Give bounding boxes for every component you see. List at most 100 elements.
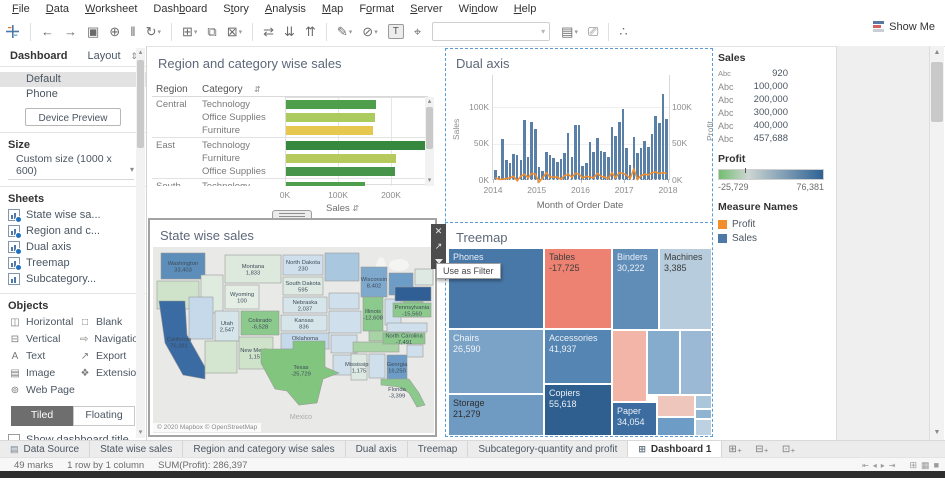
- sheet-list-item[interactable]: Dual axis: [0, 239, 146, 255]
- text-label-icon[interactable]: T: [383, 22, 409, 41]
- new-data-source-icon[interactable]: ⊕: [104, 22, 125, 42]
- show-mark-labels-icon[interactable]: ▤▾: [556, 22, 583, 42]
- object-item-horizontal[interactable]: ◫Horizontal: [8, 314, 78, 330]
- presentation-mode-icon[interactable]: ⎚: [583, 22, 603, 42]
- sales-legend-item[interactable]: Abc920: [718, 67, 836, 80]
- y-axis-label-sales[interactable]: Sales: [451, 119, 461, 140]
- sheet-tab-dual-axis[interactable]: Dual axis: [346, 441, 408, 458]
- sales-legend-item[interactable]: Abc457,688: [718, 132, 836, 145]
- x-axis-label[interactable]: Sales ⇵: [326, 203, 359, 214]
- bar[interactable]: [286, 182, 365, 186]
- treemap-cell[interactable]: [695, 395, 712, 409]
- tab-layout[interactable]: Layout: [77, 47, 130, 65]
- treemap-cell-tables[interactable]: Tables-17,725: [544, 248, 612, 329]
- object-item-image[interactable]: ▤Image: [8, 365, 78, 381]
- measure-name-item[interactable]: Profit: [718, 217, 836, 231]
- state-alabama[interactable]: [369, 354, 385, 378]
- state-iowa[interactable]: [329, 293, 359, 309]
- state-minnesota[interactable]: [325, 253, 359, 281]
- y-axis-label-profit[interactable]: Profit: [705, 121, 715, 141]
- menu-story[interactable]: Story: [215, 2, 257, 16]
- share-icon[interactable]: ∴: [614, 22, 632, 42]
- sheet-tab-region-and-category-wise-sales[interactable]: Region and category wise sales: [183, 441, 345, 458]
- bar[interactable]: [286, 167, 395, 176]
- sort-descending-icon[interactable]: ⇈: [300, 22, 321, 42]
- us-map[interactable]: Washington33,403Montana1,833North Dakota…: [153, 247, 434, 433]
- sales-legend-item[interactable]: Abc300,000: [718, 106, 836, 119]
- redo-icon[interactable]: →: [59, 22, 82, 41]
- sales-legend-item[interactable]: Abc200,000: [718, 93, 836, 106]
- size-dropdown[interactable]: Custom size (1000 x 600) ▾: [8, 153, 134, 180]
- new-story-button[interactable]: ⊡₊: [776, 441, 803, 458]
- fix-axes-icon[interactable]: ⌖: [409, 22, 426, 42]
- treemap-cell-chairs[interactable]: Chairs26,590: [448, 329, 544, 394]
- bar[interactable]: [286, 126, 373, 135]
- menu-window[interactable]: Window: [451, 2, 506, 16]
- next-page-icon[interactable]: ▸: [881, 461, 885, 470]
- sheet-tab-state-wise-sales[interactable]: State wise sales: [90, 441, 183, 458]
- dashboard-scrollbar[interactable]: ▲ ▼: [929, 46, 944, 440]
- treemap-cell[interactable]: [647, 330, 680, 395]
- object-item-vertical[interactable]: ⊟Vertical: [8, 331, 78, 347]
- sheet-list-item[interactable]: Treemap: [0, 255, 146, 271]
- bar[interactable]: [286, 113, 375, 122]
- device-item-default[interactable]: Default: [0, 72, 146, 87]
- sort-ascending-icon[interactable]: ⇊: [279, 22, 300, 42]
- go-to-sheet-icon[interactable]: ↗: [431, 239, 446, 254]
- sort-icon[interactable]: ⇵: [254, 85, 261, 94]
- menu-worksheet[interactable]: Worksheet: [77, 2, 145, 16]
- treemap-cell[interactable]: [657, 395, 695, 417]
- state-new-england[interactable]: [415, 269, 433, 285]
- chart-scrollbar[interactable]: ▴▾: [425, 97, 434, 186]
- save-icon[interactable]: ▣: [82, 22, 104, 42]
- remove-sheet-icon[interactable]: ✕: [431, 224, 446, 239]
- sheet-tab-dashboard-1[interactable]: ⊞Dashboard 1: [628, 441, 722, 458]
- new-worksheet-icon[interactable]: ⊞▾: [177, 22, 202, 42]
- treemap-cell[interactable]: [680, 330, 712, 395]
- treemap-cell[interactable]: [695, 409, 712, 419]
- menu-format[interactable]: Format: [351, 2, 402, 16]
- treemap-cell-storage[interactable]: Storage21,279: [448, 394, 544, 436]
- state-arizona[interactable]: [205, 341, 237, 373]
- sales-legend-item[interactable]: Abc100,000: [718, 80, 836, 93]
- menu-data[interactable]: Data: [38, 2, 77, 16]
- treemap-cell[interactable]: [695, 419, 712, 436]
- state-new-york[interactable]: [395, 287, 431, 301]
- first-page-icon[interactable]: ⇤: [862, 461, 869, 470]
- sheet-tab-treemap[interactable]: Treemap: [408, 441, 469, 458]
- menu-analysis[interactable]: Analysis: [257, 2, 314, 16]
- object-item-blank[interactable]: □Blank: [78, 314, 144, 330]
- pause-auto-updates-icon[interactable]: ‖: [125, 22, 140, 41]
- treemap-cell-machines[interactable]: Machines3,385: [659, 248, 712, 330]
- treemap-cell[interactable]: [657, 417, 695, 436]
- menu-file[interactable]: File: [4, 2, 38, 16]
- state-virginia[interactable]: [387, 323, 427, 332]
- device-item-phone[interactable]: Phone: [0, 87, 146, 102]
- new-dashboard-button[interactable]: ⊟₊: [749, 441, 776, 458]
- highlight-icon[interactable]: ✎▾: [332, 22, 357, 42]
- menu-map[interactable]: Map: [314, 2, 351, 16]
- clear-sheet-icon[interactable]: ⊠▾: [222, 22, 247, 42]
- floating-button[interactable]: Floating: [73, 406, 135, 426]
- tiled-button[interactable]: Tiled: [11, 406, 73, 426]
- treemap-cell-copiers[interactable]: Copiers55,618: [544, 384, 612, 436]
- fit-dropdown[interactable]: ▾: [432, 22, 550, 41]
- slideshow-view-icon[interactable]: ■: [934, 460, 939, 470]
- menu-dashboard[interactable]: Dashboard: [145, 2, 215, 16]
- new-worksheet-button[interactable]: ⊞₊: [722, 441, 749, 458]
- sheet-tab-subcategory-quantity-and-profit[interactable]: Subcategory-quantity and profit: [468, 441, 628, 458]
- treemap-cell-accessories[interactable]: Accessories41,937: [544, 329, 612, 384]
- grid-view-icon[interactable]: ⊞: [910, 460, 918, 471]
- object-item-extension[interactable]: ❖Extension: [78, 365, 144, 381]
- sheet-list-item[interactable]: Region and c...: [0, 223, 146, 239]
- undo-icon[interactable]: ←: [36, 22, 59, 41]
- profit-color-legend[interactable]: [718, 169, 824, 180]
- object-item-web-page[interactable]: ⊚Web Page: [8, 382, 78, 398]
- bar[interactable]: [286, 141, 426, 150]
- show-me-button[interactable]: Show Me: [873, 21, 935, 33]
- menu-help[interactable]: Help: [506, 2, 545, 16]
- duplicate-sheet-icon[interactable]: ⧉: [202, 22, 221, 42]
- device-preview-button[interactable]: Device Preview: [25, 108, 121, 126]
- sales-legend-item[interactable]: Abc400,000: [718, 119, 836, 132]
- run-auto-updates-icon[interactable]: ↻▾: [141, 22, 166, 42]
